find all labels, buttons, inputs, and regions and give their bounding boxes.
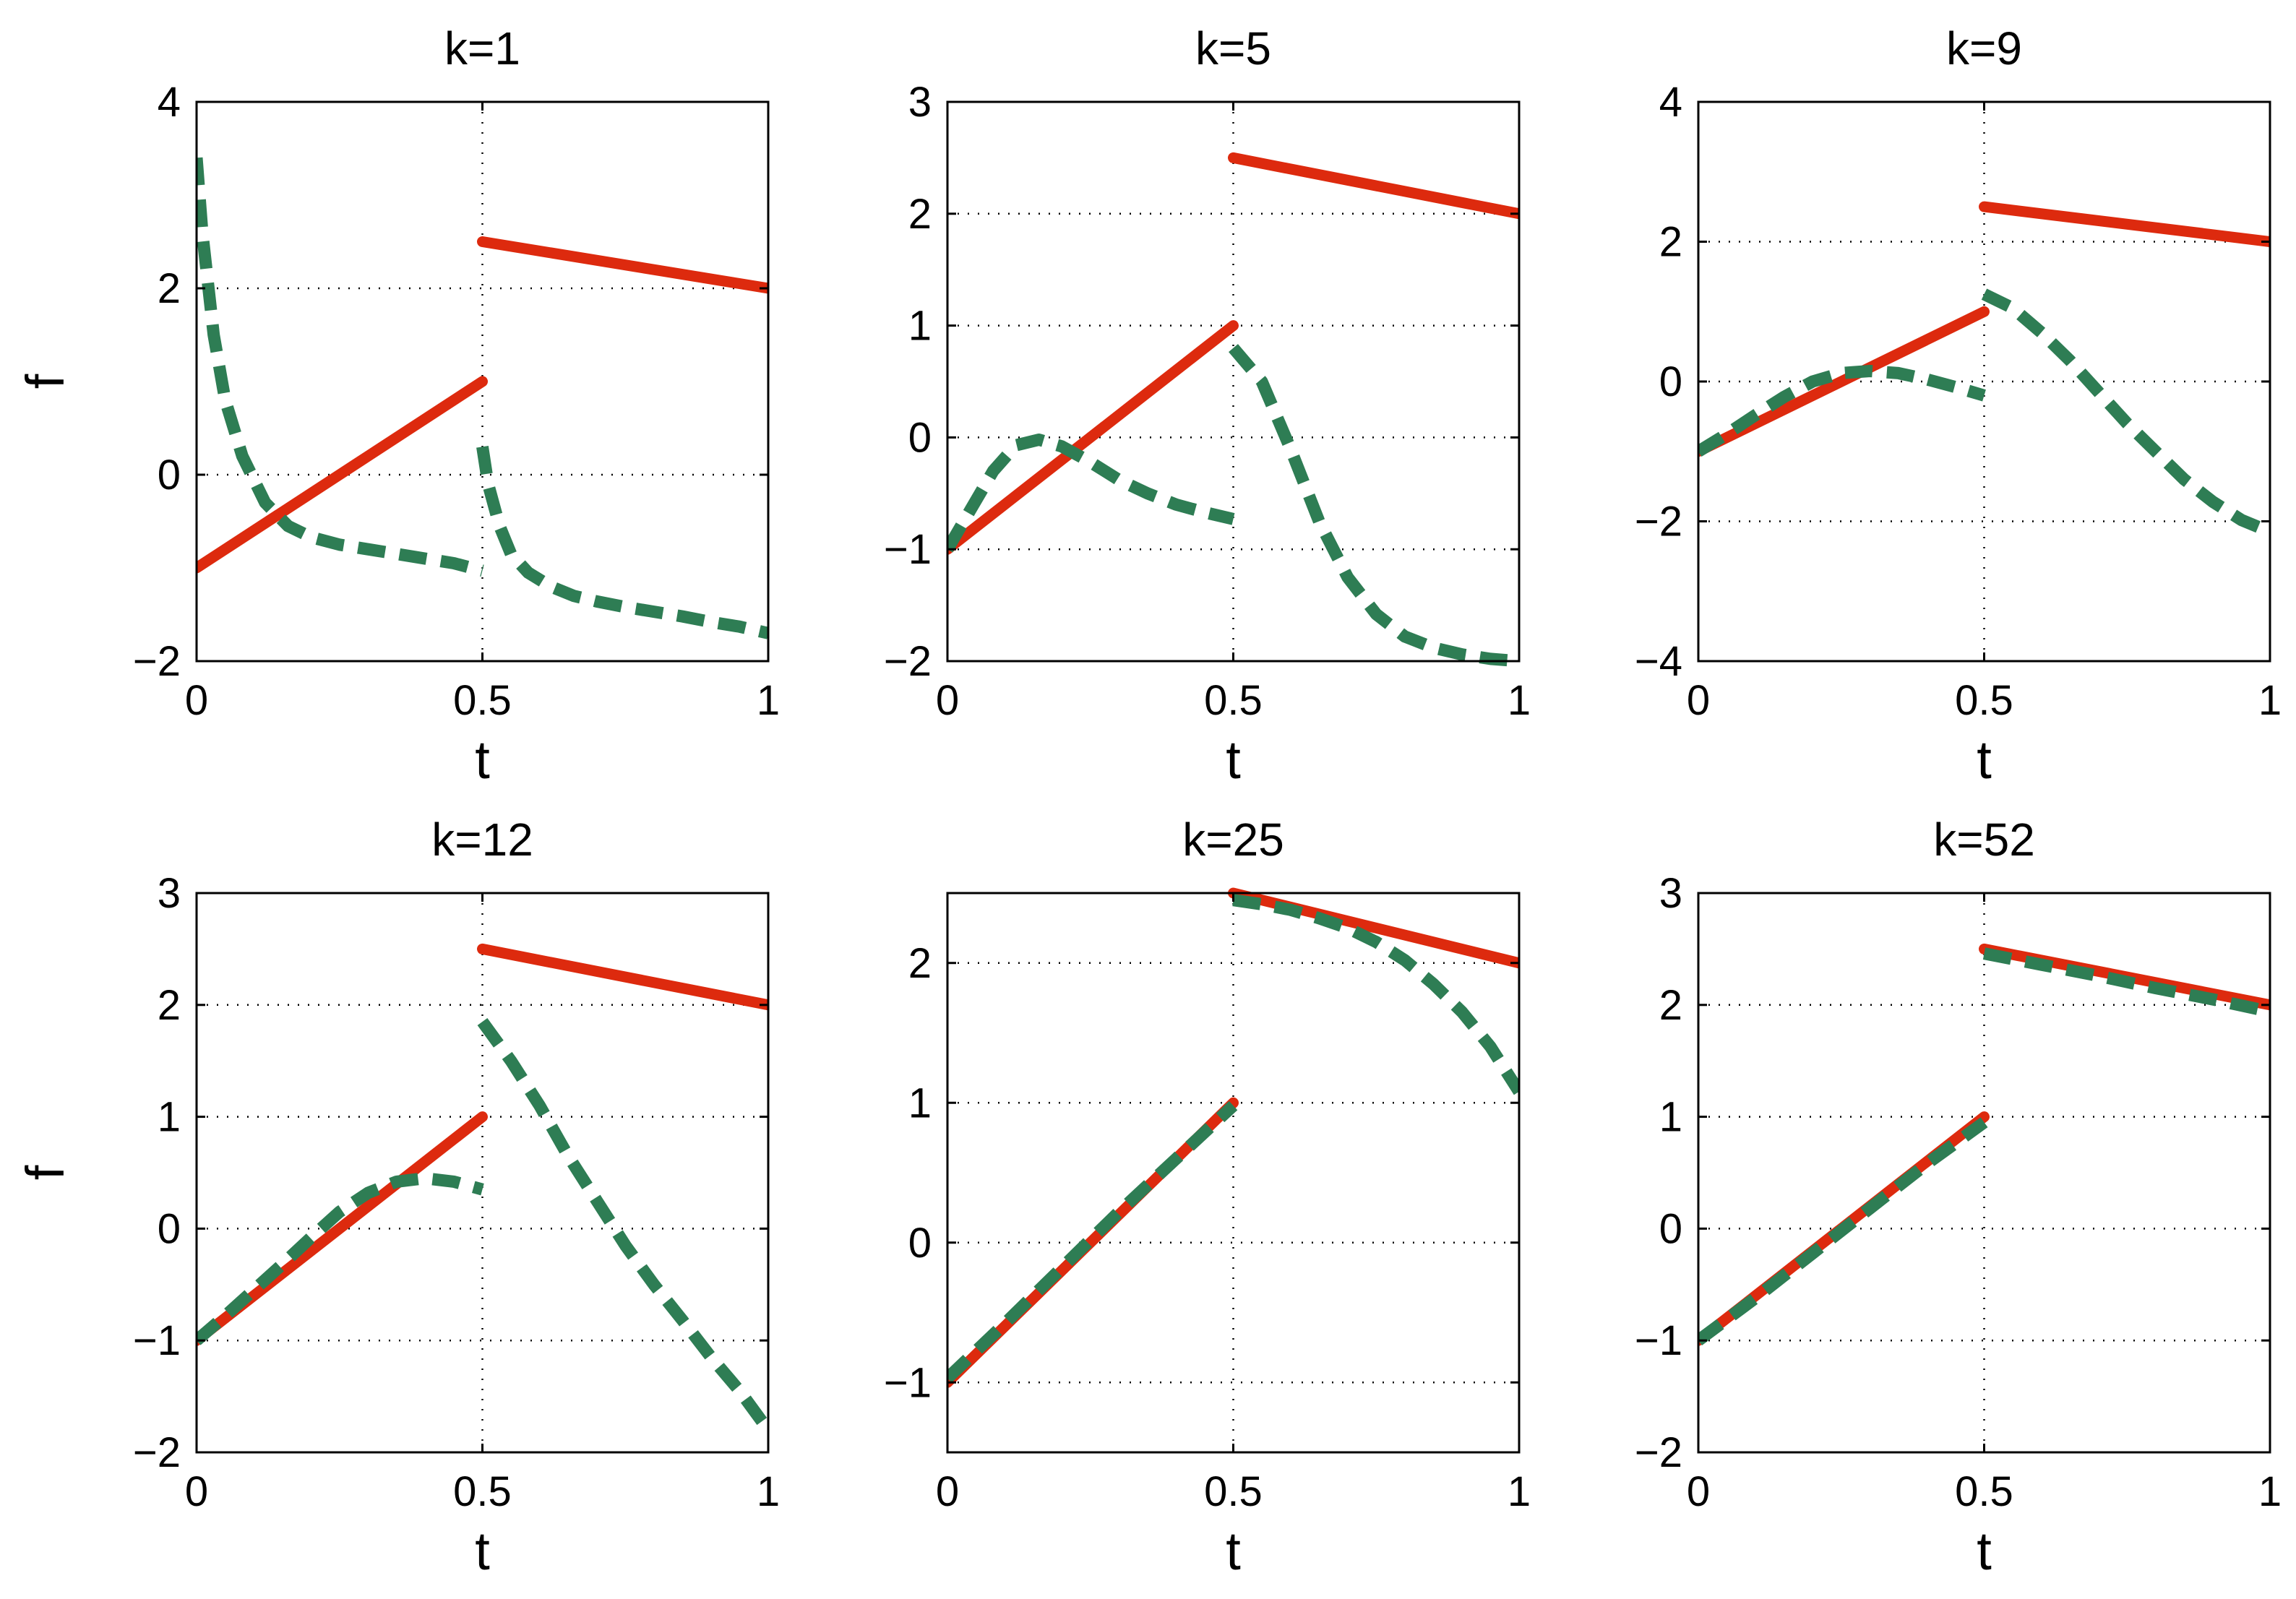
subplot-2: 0 0.5 1 −2 −1 0 1 2 3 k=5 t — [884, 22, 1531, 790]
y-tick-label: −1 — [884, 526, 932, 573]
exact-line-segment-2 — [477, 236, 768, 294]
y-tick-label: −2 — [1635, 1429, 1682, 1476]
x-axis-label: t — [475, 1521, 490, 1581]
plot-area — [947, 887, 1519, 1388]
approximation-line-segment-1 — [197, 1172, 484, 1345]
y-tick-label: −2 — [1635, 499, 1682, 546]
y-tick-label: −2 — [133, 638, 181, 685]
x-tick-label: 1 — [2258, 677, 2282, 724]
y-tick-label: 0 — [908, 1220, 932, 1267]
x-axis-label: t — [475, 730, 490, 790]
x-tick-label: 0.5 — [1955, 1468, 2013, 1515]
exact-line-segment-1 — [197, 376, 488, 574]
axes-frame — [946, 100, 1521, 663]
x-tick-label: 0.5 — [1204, 677, 1263, 724]
x-axis-label: t — [1977, 730, 1992, 790]
axes-frame — [195, 892, 770, 1454]
y-tick-label: −1 — [133, 1317, 181, 1364]
y-tick-label: 2 — [158, 265, 181, 312]
approximation-line-segment-2 — [477, 1017, 768, 1434]
y-tick-label: 0 — [908, 414, 932, 461]
x-tick-label: 1 — [2258, 1468, 2282, 1515]
subplot-title: k=5 — [1195, 22, 1271, 74]
y-tick-label: 1 — [908, 303, 932, 350]
approximation-line-segment-1 — [947, 434, 1235, 553]
y-tick-label: −1 — [1635, 1317, 1682, 1364]
y-tick-label: 0 — [158, 1205, 181, 1252]
y-tick-label: −2 — [133, 1429, 181, 1476]
x-tick-label: 0.5 — [1955, 677, 2013, 724]
approximation-line-segment-1 — [1698, 365, 1986, 457]
y-tick-label: 2 — [1659, 219, 1682, 266]
y-tick-label: 2 — [1659, 982, 1682, 1029]
y-tick-label: 0 — [1659, 358, 1682, 405]
y-tick-label: 0 — [1659, 1205, 1682, 1252]
approximation-line-segment-2 — [1229, 344, 1519, 667]
y-tick-label: −1 — [884, 1359, 932, 1406]
y-tick-label: 1 — [908, 1079, 932, 1126]
plot-area — [947, 152, 1519, 667]
subplot-title: k=9 — [1946, 22, 2022, 74]
y-tick-label: 2 — [908, 940, 932, 987]
y-axis-label: f — [15, 1165, 75, 1180]
y-tick-label: −4 — [1635, 638, 1682, 685]
y-tick-label: 4 — [1659, 79, 1682, 126]
subplot-title: k=25 — [1182, 814, 1284, 866]
x-tick-label: 0 — [185, 677, 208, 724]
x-axis-label: t — [1977, 1521, 1992, 1581]
y-axis-label: f — [15, 374, 75, 389]
subplot-title: k=52 — [1933, 814, 2035, 866]
plot-area — [1698, 943, 2270, 1346]
y-tick-label: 3 — [158, 870, 181, 917]
x-tick-label: 0 — [936, 677, 959, 724]
y-tick-label: 0 — [158, 452, 181, 499]
x-axis-label: t — [1226, 730, 1241, 790]
x-tick-label: 0 — [936, 1468, 959, 1515]
x-tick-label: 0.5 — [453, 677, 512, 724]
y-tick-label: 3 — [1659, 870, 1682, 917]
exact-line-segment-2 — [1228, 152, 1519, 220]
approximation-line-segment-2 — [1982, 947, 2270, 1018]
x-tick-label: 1 — [757, 1468, 780, 1515]
x-tick-label: 0 — [1687, 677, 1710, 724]
y-tick-label: 1 — [158, 1094, 181, 1141]
subplot-title: k=12 — [431, 814, 533, 866]
plot-area — [1698, 201, 2270, 538]
axes-frame — [1697, 892, 2271, 1454]
approximation-line-segment-2 — [1232, 894, 1519, 1095]
y-tick-label: 3 — [908, 79, 932, 126]
y-tick-label: 2 — [908, 191, 932, 238]
x-tick-label: 1 — [1508, 1468, 1531, 1515]
subplot-4: 0 0.5 1 −2 −1 0 1 2 3 k=12 t f — [15, 814, 780, 1581]
x-axis-label: t — [1226, 1521, 1241, 1581]
x-tick-label: 0 — [1687, 1468, 1710, 1515]
x-tick-label: 0 — [185, 1468, 208, 1515]
exact-line-segment-1 — [947, 320, 1239, 555]
y-tick-label: 1 — [1659, 1094, 1682, 1141]
plot-area — [197, 157, 768, 639]
approximation-line-segment-1 — [947, 1100, 1238, 1383]
exact-line-segment-2 — [477, 943, 768, 1011]
subplot-title: k=1 — [444, 22, 520, 74]
x-tick-label: 1 — [757, 677, 780, 724]
y-tick-label: 2 — [158, 982, 181, 1029]
approximation-line-segment-1 — [1698, 1117, 1988, 1346]
x-tick-label: 0.5 — [453, 1468, 512, 1515]
exact-line-segment-2 — [1979, 201, 2270, 247]
subplot-5: 0 0.5 1 −1 0 1 2 k=25 t — [884, 814, 1531, 1581]
approximation-line-segment-2 — [1981, 288, 2270, 538]
x-tick-label: 1 — [1508, 677, 1531, 724]
approximation-line-segment-1 — [197, 157, 484, 577]
y-tick-label: −2 — [884, 638, 932, 685]
subplot-6: 0 0.5 1 −2 −1 0 1 2 3 k=52 t — [1635, 814, 2282, 1581]
x-tick-label: 0.5 — [1204, 1468, 1263, 1515]
approximation-line-segment-2 — [476, 446, 768, 639]
subplot-3: 0 0.5 1 −4 −2 0 2 4 k=9 t — [1635, 22, 2282, 790]
plot-area — [197, 943, 768, 1434]
y-tick-label: 4 — [158, 79, 181, 126]
